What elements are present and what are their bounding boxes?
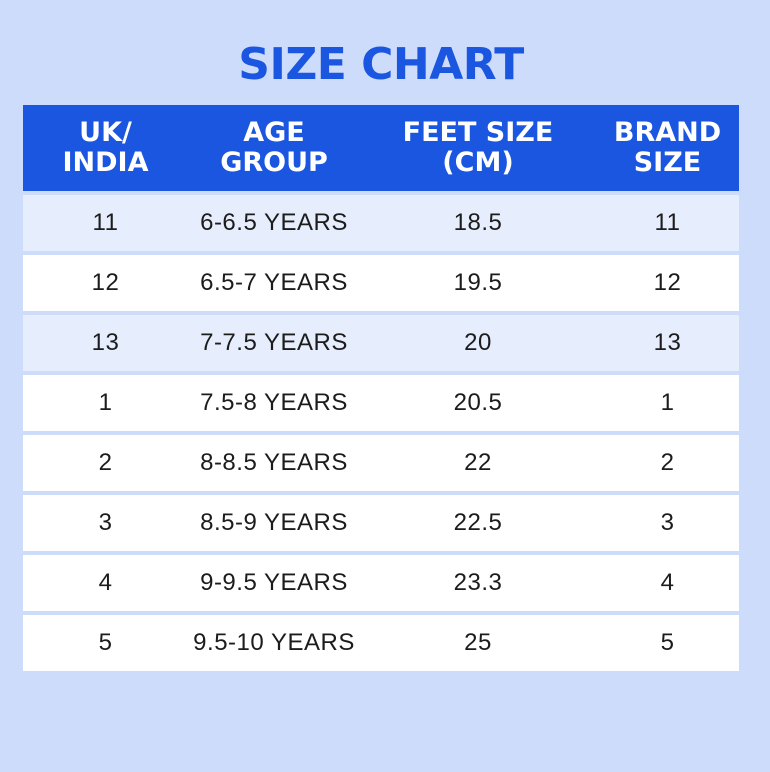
table-row: 11 6-6.5 YEARS 18.5 11: [23, 195, 739, 251]
cell-feet-size: 18.5: [453, 209, 503, 236]
cell-age-group: 6.5-7 YEARS: [200, 269, 348, 296]
cell-age-group: 7-7.5 YEARS: [200, 329, 348, 356]
cell-feet-size: 20: [464, 329, 492, 356]
table-header: UK/ INDIA AGE GROUP FEET SIZE (CM) BRAND…: [23, 105, 739, 191]
cell-uk-india: 3: [98, 509, 113, 536]
cell-age-group: 9-9.5 YEARS: [200, 569, 348, 596]
cell-brand-size: 5: [660, 629, 675, 656]
table-row: 4 9-9.5 YEARS 23.3 4: [23, 555, 739, 611]
table-row: 5 9.5-10 YEARS 25 5: [23, 615, 739, 671]
table-row: 3 8.5-9 YEARS 22.5 3: [23, 495, 739, 551]
cell-age-group: 8-8.5 YEARS: [200, 449, 348, 476]
cell-brand-size: 11: [654, 209, 681, 236]
size-chart-table: UK/ INDIA AGE GROUP FEET SIZE (CM) BRAND…: [23, 105, 739, 675]
cell-feet-size: 22.5: [453, 509, 503, 536]
cell-brand-size: 12: [653, 269, 682, 296]
cell-uk-india: 4: [98, 569, 113, 596]
table-row: 13 7-7.5 YEARS 20 13: [23, 315, 739, 371]
header-feet-size: FEET SIZE (CM): [402, 117, 554, 178]
cell-age-group: 9.5-10 YEARS: [193, 629, 355, 656]
cell-uk-india: 12: [91, 269, 120, 296]
cell-feet-size: 20.5: [453, 389, 503, 416]
cell-uk-india: 13: [91, 329, 120, 356]
cell-feet-size: 25: [464, 629, 492, 656]
cell-brand-size: 2: [660, 449, 675, 476]
cell-uk-india: 5: [98, 629, 113, 656]
cell-brand-size: 1: [660, 389, 675, 416]
cell-age-group: 6-6.5 YEARS: [200, 209, 348, 236]
cell-brand-size: 13: [653, 329, 682, 356]
page-title: SIZE CHART: [238, 39, 524, 90]
header-brand-size: BRAND SIZE: [613, 117, 722, 178]
table-row: 12 6.5-7 YEARS 19.5 12: [23, 255, 739, 311]
cell-uk-india: 1: [98, 389, 113, 416]
header-uk-india: UK/ INDIA: [62, 117, 149, 178]
cell-age-group: 7.5-8 YEARS: [200, 389, 348, 416]
header-age-group: AGE GROUP: [220, 117, 328, 178]
table-row: 1 7.5-8 YEARS 20.5 1: [23, 375, 739, 431]
cell-feet-size: 23.3: [453, 569, 503, 596]
cell-age-group: 8.5-9 YEARS: [200, 509, 348, 536]
cell-feet-size: 22: [464, 449, 492, 476]
table-row: 2 8-8.5 YEARS 22 2: [23, 435, 739, 491]
cell-uk-india: 11: [92, 209, 119, 236]
cell-brand-size: 3: [660, 509, 675, 536]
cell-brand-size: 4: [660, 569, 675, 596]
table-body: 11 6-6.5 YEARS 18.5 11 12 6.5-7 YEARS 19…: [23, 195, 739, 671]
cell-feet-size: 19.5: [453, 269, 503, 296]
cell-uk-india: 2: [98, 449, 113, 476]
